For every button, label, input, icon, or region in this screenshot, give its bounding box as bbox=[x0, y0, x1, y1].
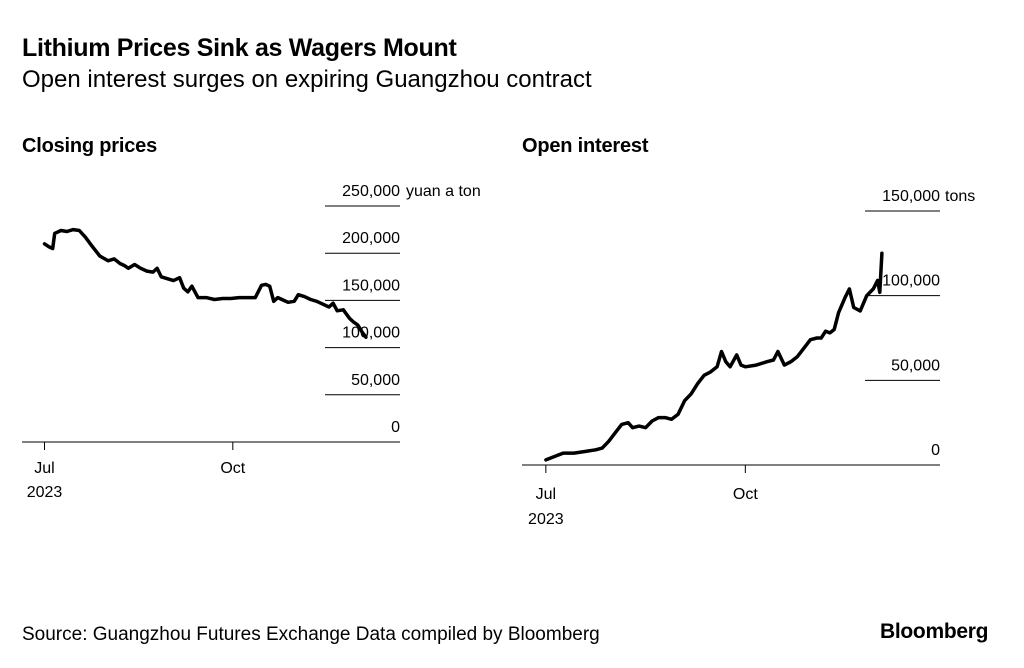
y-tick-label: 200,000 bbox=[342, 230, 400, 247]
y-tick-label: 100,000 bbox=[882, 273, 940, 290]
series-line bbox=[544, 251, 884, 462]
chart-title: Lithium Prices Sink as Wagers Mount bbox=[22, 34, 457, 62]
x-tick-label: Oct bbox=[220, 460, 245, 477]
x-tick-sublabel: 2023 bbox=[27, 484, 63, 501]
x-tick-sublabel: 2023 bbox=[528, 511, 564, 528]
y-tick-label: 100,000 bbox=[342, 325, 400, 342]
y-tick-label: 150,000 bbox=[882, 188, 940, 205]
closing-prices-chart: 250,000 yuan a ton 200,000 150,000 100,000 50… bbox=[22, 183, 481, 501]
y-tick-label: 0 bbox=[391, 419, 400, 436]
source-note: Source: Guangzhou Futures Exchange Data … bbox=[22, 624, 600, 645]
x-tick-label: Jul bbox=[34, 460, 54, 477]
y-tick-label: 150,000 bbox=[342, 277, 400, 294]
y-tick-label: 0 bbox=[931, 442, 940, 459]
bloomberg-logo: Bloomberg bbox=[880, 620, 989, 643]
y-unit-label: tons bbox=[945, 188, 975, 205]
y-tick-label: 250,000 bbox=[342, 183, 400, 200]
y-tick-label: 50,000 bbox=[351, 372, 400, 389]
open-interest-panel-title: Open interest bbox=[522, 135, 649, 157]
open-interest-chart: 150,000 tons 100,000 50,000 0 Jul 2023 Oct bbox=[522, 188, 975, 528]
series-line bbox=[42, 227, 368, 339]
y-tick-label: 50,000 bbox=[891, 357, 940, 374]
chart-subtitle: Open interest surges on expiring Guangzh… bbox=[22, 66, 592, 93]
y-unit-label: yuan a ton bbox=[406, 183, 481, 200]
closing-prices-panel-title: Closing prices bbox=[22, 135, 158, 157]
x-tick-label: Oct bbox=[733, 486, 758, 503]
x-tick-label: Jul bbox=[536, 486, 556, 503]
